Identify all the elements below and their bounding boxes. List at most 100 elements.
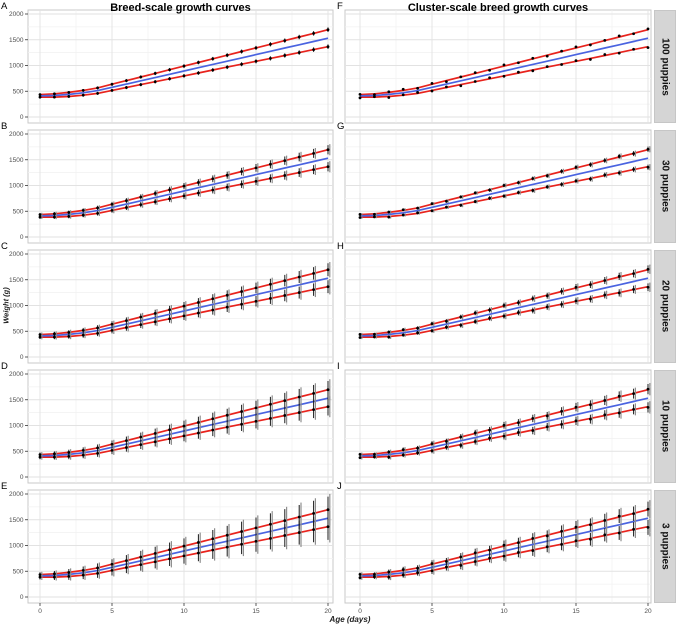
data-point xyxy=(312,288,315,292)
data-point xyxy=(517,311,520,314)
data-point xyxy=(387,575,391,579)
data-point xyxy=(211,188,215,192)
data-point xyxy=(473,191,477,195)
data-point xyxy=(646,267,650,271)
data-point xyxy=(358,213,362,216)
mean-growth-line xyxy=(39,277,329,337)
data-point xyxy=(387,90,391,94)
panel-letter-J: J xyxy=(337,481,342,492)
data-point xyxy=(589,403,592,407)
data-point xyxy=(81,329,85,332)
data-point xyxy=(488,68,491,72)
data-point xyxy=(617,411,621,415)
data-point xyxy=(211,428,215,432)
data-point xyxy=(358,572,362,576)
data-point xyxy=(459,195,463,199)
data-point xyxy=(574,525,578,529)
data-point xyxy=(197,431,200,435)
data-point xyxy=(603,38,607,42)
data-point xyxy=(67,211,71,214)
data-point xyxy=(416,91,419,94)
data-point xyxy=(96,211,99,215)
y-tick-label: 0 xyxy=(20,474,24,481)
data-point xyxy=(646,507,650,511)
data-point xyxy=(387,455,391,459)
data-point xyxy=(632,288,635,291)
data-point xyxy=(240,170,244,173)
data-point xyxy=(416,451,419,455)
mean-growth-line xyxy=(359,517,649,577)
panel-letter-B: B xyxy=(1,121,7,132)
x-tick-label: 0 xyxy=(38,608,42,615)
data-point xyxy=(125,446,128,449)
data-point xyxy=(445,199,448,203)
data-point xyxy=(326,28,330,32)
row-strip-20-puppies: 20 puppies xyxy=(654,250,676,363)
data-point xyxy=(502,194,506,198)
data-point xyxy=(326,525,330,529)
left-column-title: Breed-scale growth curves xyxy=(110,2,251,14)
data-point xyxy=(445,205,448,209)
data-point xyxy=(110,89,114,92)
data-point xyxy=(373,332,376,336)
data-point xyxy=(96,326,99,330)
data-point xyxy=(358,336,362,339)
data-point xyxy=(617,51,621,55)
data-point xyxy=(401,87,405,91)
data-point xyxy=(416,86,419,90)
data-point xyxy=(517,301,520,305)
data-point xyxy=(603,159,607,162)
y-tick-label: 1500 xyxy=(9,277,24,284)
mean-growth-line xyxy=(359,277,649,337)
mean-growth-line xyxy=(39,157,329,217)
data-point xyxy=(211,308,215,312)
data-point xyxy=(646,147,650,151)
panel-H: H xyxy=(337,241,652,364)
data-point xyxy=(416,326,419,330)
data-point xyxy=(139,323,143,327)
data-point xyxy=(139,315,143,319)
data-point xyxy=(96,451,99,455)
data-point xyxy=(560,289,563,293)
data-point xyxy=(632,407,635,411)
data-point xyxy=(517,431,520,434)
data-point xyxy=(358,456,362,460)
data-point xyxy=(517,191,520,194)
data-point xyxy=(153,191,157,195)
data-point xyxy=(488,428,491,432)
data-point xyxy=(617,154,621,158)
data-point xyxy=(168,308,172,312)
data-point xyxy=(168,188,172,192)
data-point xyxy=(269,402,272,406)
data-point xyxy=(139,555,143,559)
data-point xyxy=(182,424,186,428)
x-tick-label: 15 xyxy=(572,608,580,615)
data-point xyxy=(125,206,128,209)
data-point xyxy=(182,434,186,438)
data-point xyxy=(459,564,463,567)
data-point xyxy=(153,320,157,324)
data-point xyxy=(416,211,419,215)
data-point xyxy=(517,421,520,425)
data-point xyxy=(416,331,419,335)
data-point xyxy=(53,455,56,459)
data-point xyxy=(373,575,376,579)
data-point xyxy=(401,333,405,337)
data-point xyxy=(297,35,301,39)
data-point xyxy=(646,165,650,169)
data-point xyxy=(81,449,85,452)
data-point xyxy=(125,199,128,203)
data-point xyxy=(574,405,578,409)
data-point xyxy=(387,215,391,219)
y-tick-label: 0 xyxy=(20,354,24,361)
data-point xyxy=(168,437,172,441)
data-point xyxy=(211,548,215,552)
panel-A: A 0 500 1000 1500 2000 xyxy=(1,1,334,124)
data-point xyxy=(430,209,434,213)
x-tick-label: 20 xyxy=(324,608,332,615)
data-point xyxy=(473,440,477,443)
data-point xyxy=(459,315,463,319)
data-point xyxy=(81,213,85,217)
panel-letter-H: H xyxy=(337,241,344,252)
